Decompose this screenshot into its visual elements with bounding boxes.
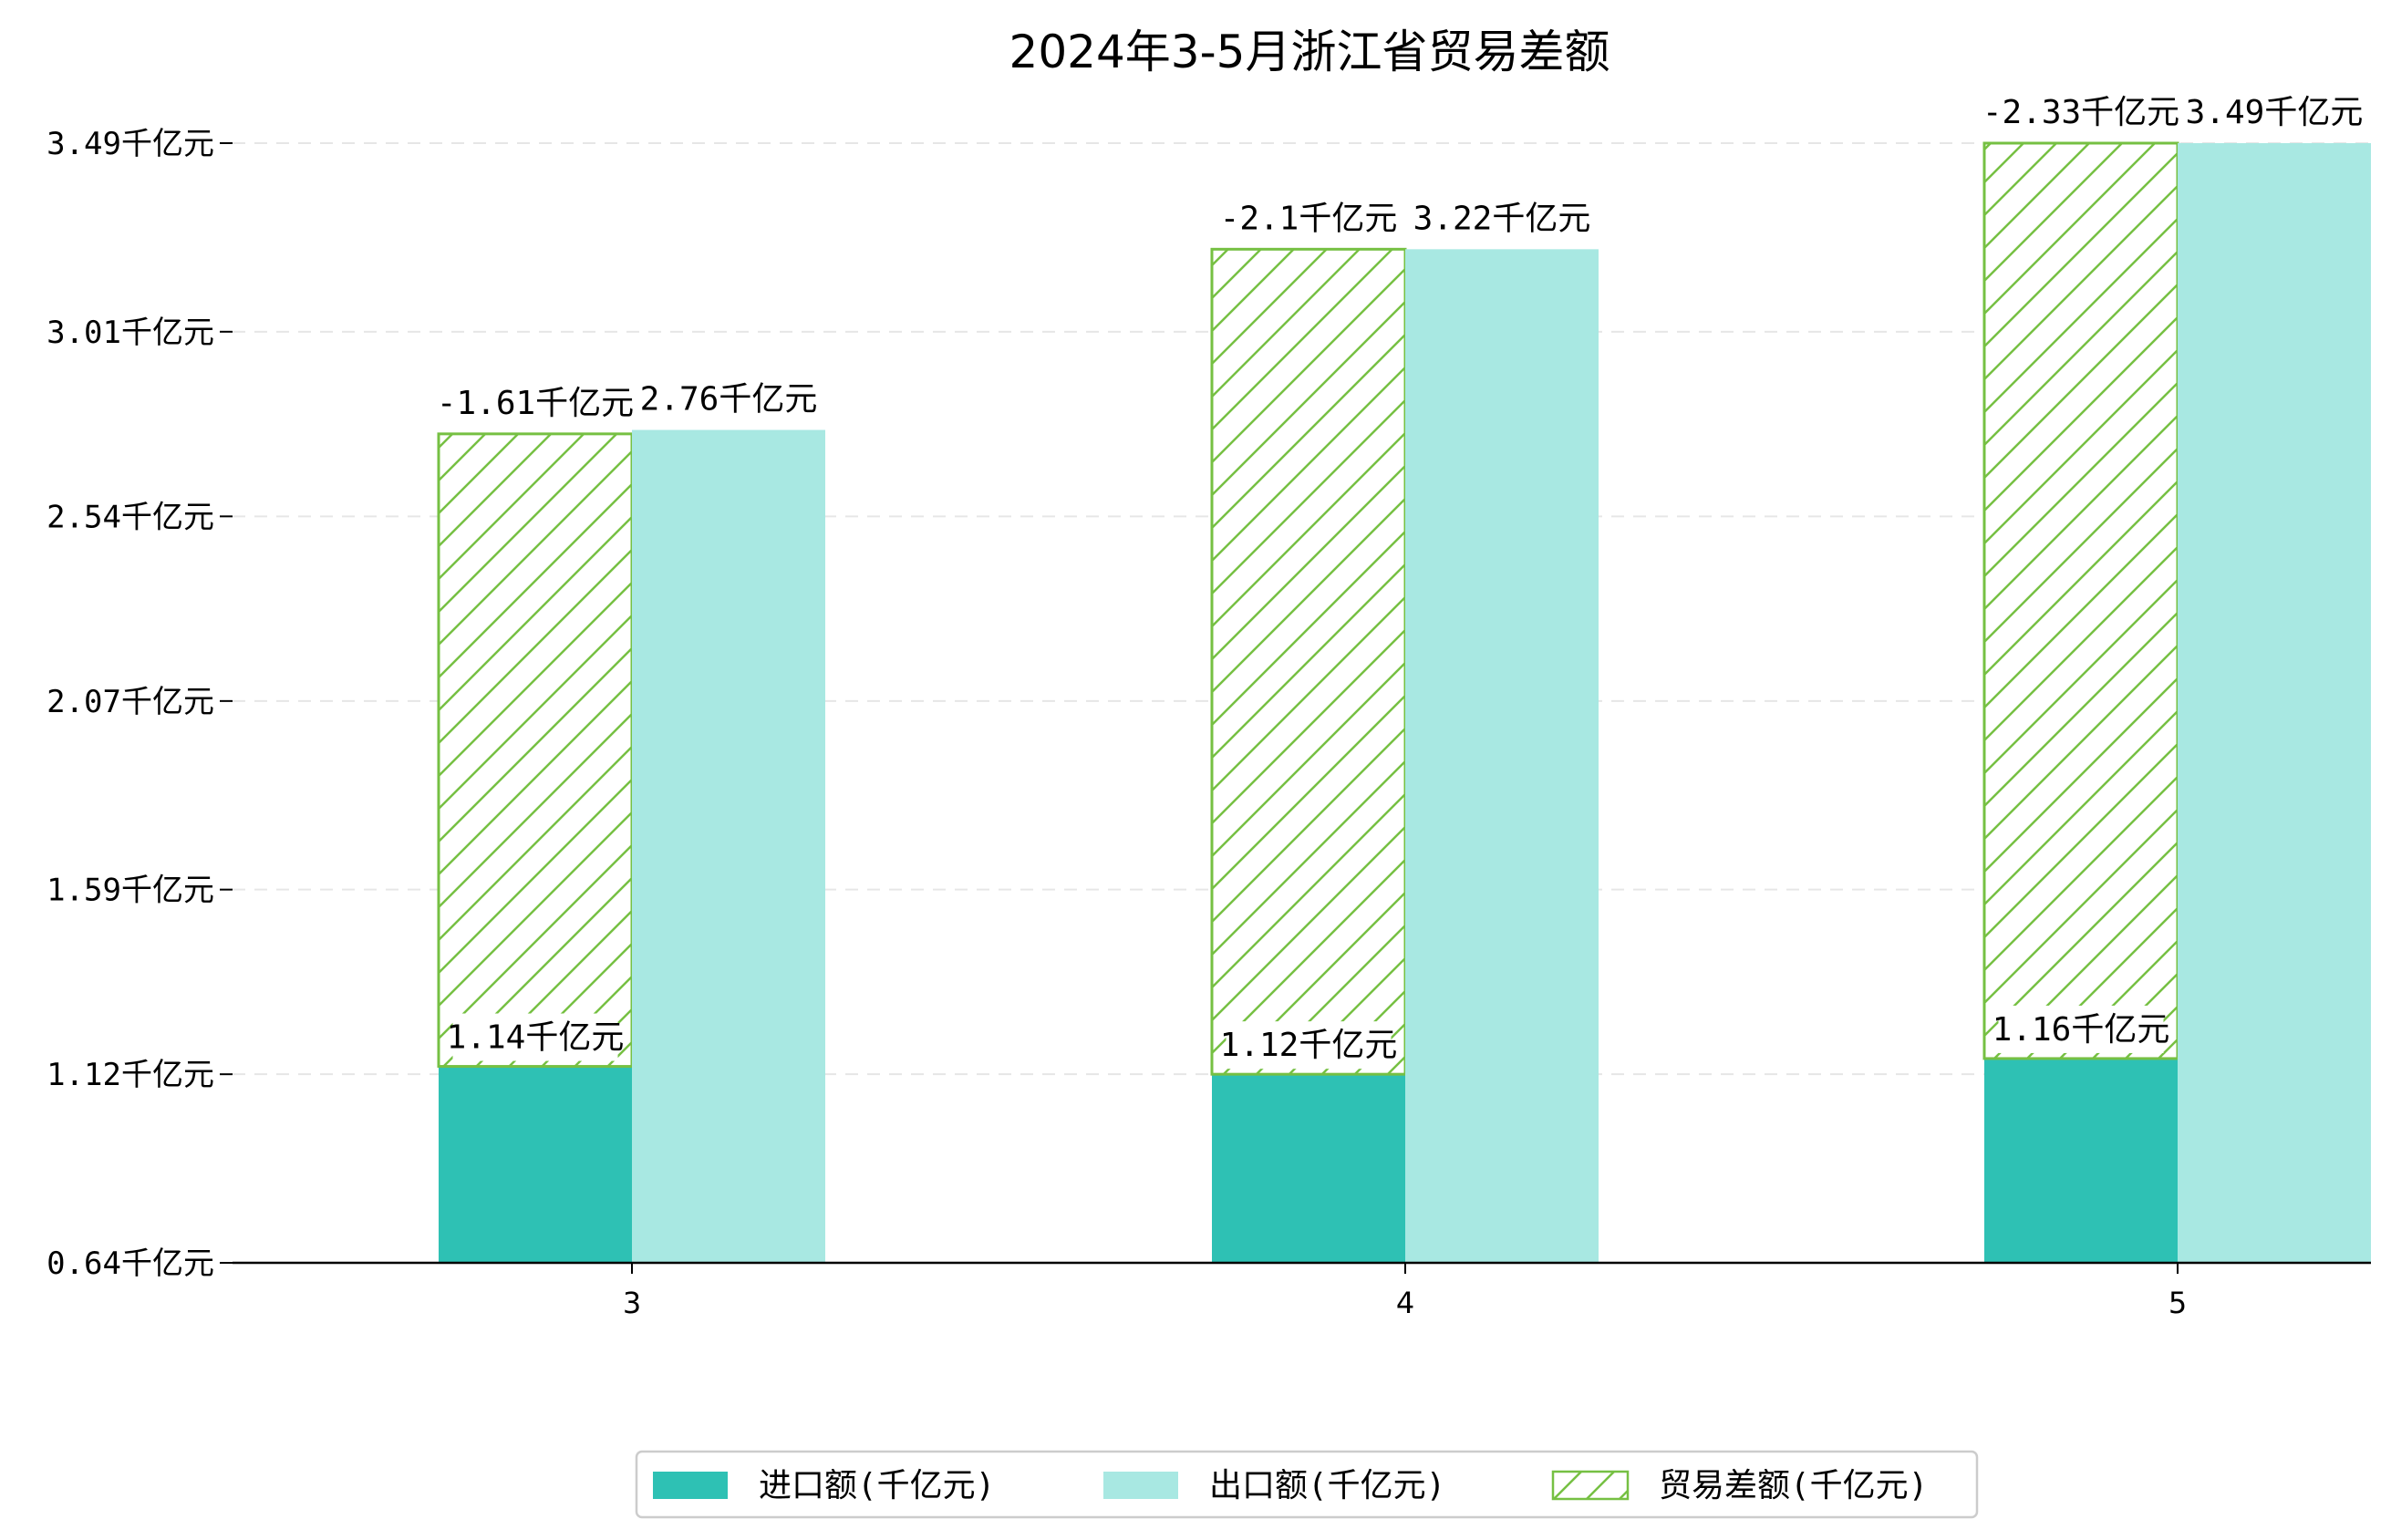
balance-bar bbox=[437, 432, 634, 1069]
legend-swatch bbox=[653, 1472, 728, 1499]
export-label-bg bbox=[2191, 88, 2357, 136]
x-tick-label: 3 bbox=[623, 1286, 641, 1320]
x-tick-label: 5 bbox=[2168, 1286, 2187, 1320]
import-label: 1.16千亿元 bbox=[1992, 1005, 2170, 1053]
balance-label-text: -2.1千亿元 bbox=[1220, 200, 1398, 237]
y-tick-label: 1.59千亿元 bbox=[47, 873, 214, 909]
import-label: 1.12千亿元 bbox=[1220, 1021, 1398, 1070]
legend-swatch bbox=[1551, 1470, 1630, 1501]
legend-item: 贸易差额(千亿元) bbox=[1551, 1467, 1928, 1504]
legend-item: 进口额(千亿元) bbox=[653, 1467, 995, 1504]
data-labels: 2.76千亿元-1.61千亿元 1.14千亿元 3.22千亿元 -2.1千亿元 1.12… bbox=[437, 88, 2364, 1070]
import-label-text: 1.12千亿元 bbox=[1220, 1027, 1398, 1064]
bars bbox=[437, 141, 2371, 1263]
balance-bar bbox=[1210, 247, 1407, 1076]
import-bar bbox=[1212, 1074, 1405, 1263]
export-label-text: 3.49千亿元 bbox=[2186, 94, 2364, 131]
export-label: 3.22千亿元 bbox=[1413, 194, 1591, 243]
x-tick-label: 4 bbox=[1396, 1286, 1414, 1320]
y-tick-label: 2.54千亿元 bbox=[47, 499, 214, 535]
legend-box bbox=[635, 1450, 1979, 1519]
import-bar bbox=[439, 1066, 632, 1263]
export-label-text: 2.76千亿元 bbox=[640, 381, 818, 419]
export-bar bbox=[632, 429, 825, 1263]
legend: 进口额(千亿元) 出口额(千亿元) 贸易差额(千亿元) bbox=[635, 1450, 1979, 1519]
balance-bar bbox=[1982, 141, 2179, 1060]
export-label: 2.76千亿元 bbox=[640, 375, 818, 423]
export-label-text: 3.22千亿元 bbox=[1413, 200, 1591, 237]
legend-swatch bbox=[1103, 1472, 1178, 1499]
import-label-text: 1.16千亿元 bbox=[1992, 1011, 2170, 1049]
y-tick-label: 0.64千亿元 bbox=[47, 1245, 214, 1282]
balance-label: -2.33千亿元 bbox=[1982, 88, 2179, 136]
export-label-bg bbox=[646, 375, 812, 423]
legend-label: 出口额(千亿元) bbox=[1209, 1467, 1445, 1504]
balance-label: -1.61千亿元 bbox=[437, 378, 634, 427]
y-tick-label: 3.49千亿元 bbox=[47, 126, 214, 162]
balance-label-bg bbox=[1226, 194, 1392, 243]
export-bar bbox=[1405, 249, 1599, 1263]
legend-label: 进口额(千亿元) bbox=[759, 1467, 995, 1504]
import-label: 1.14千亿元 bbox=[447, 1013, 625, 1061]
balance-label: -2.1千亿元 bbox=[1220, 194, 1398, 243]
import-label-bg bbox=[1998, 1005, 2164, 1053]
export-bar bbox=[2178, 143, 2371, 1263]
y-tick-label: 1.12千亿元 bbox=[47, 1057, 214, 1093]
balance-label-text: -1.61千亿元 bbox=[437, 385, 634, 422]
import-bar bbox=[1984, 1058, 2178, 1263]
y-tick-label: 2.07千亿元 bbox=[47, 684, 214, 720]
y-tick-label: 3.01千亿元 bbox=[47, 315, 214, 351]
balance-label-bg bbox=[442, 378, 628, 427]
balance-label-bg bbox=[1988, 88, 2174, 136]
import-label-bg bbox=[452, 1013, 618, 1061]
axes: 0.64千亿元 1.12千亿元 1.59千亿元 2.07千亿元 2.54千亿元 3.01千… bbox=[47, 126, 2371, 1320]
legend-item: 出口额(千亿元) bbox=[1103, 1467, 1445, 1504]
import-label-bg bbox=[1226, 1021, 1392, 1070]
import-label-text: 1.14千亿元 bbox=[447, 1019, 625, 1057]
export-label: 3.49千亿元 bbox=[2186, 88, 2364, 136]
export-label-bg bbox=[1419, 194, 1585, 243]
chart-title: 2024年3-5月浙江省贸易差额 bbox=[1009, 26, 1610, 78]
legend-label: 贸易差额(千亿元) bbox=[1659, 1467, 1928, 1504]
balance-label-text: -2.33千亿元 bbox=[1982, 94, 2179, 131]
